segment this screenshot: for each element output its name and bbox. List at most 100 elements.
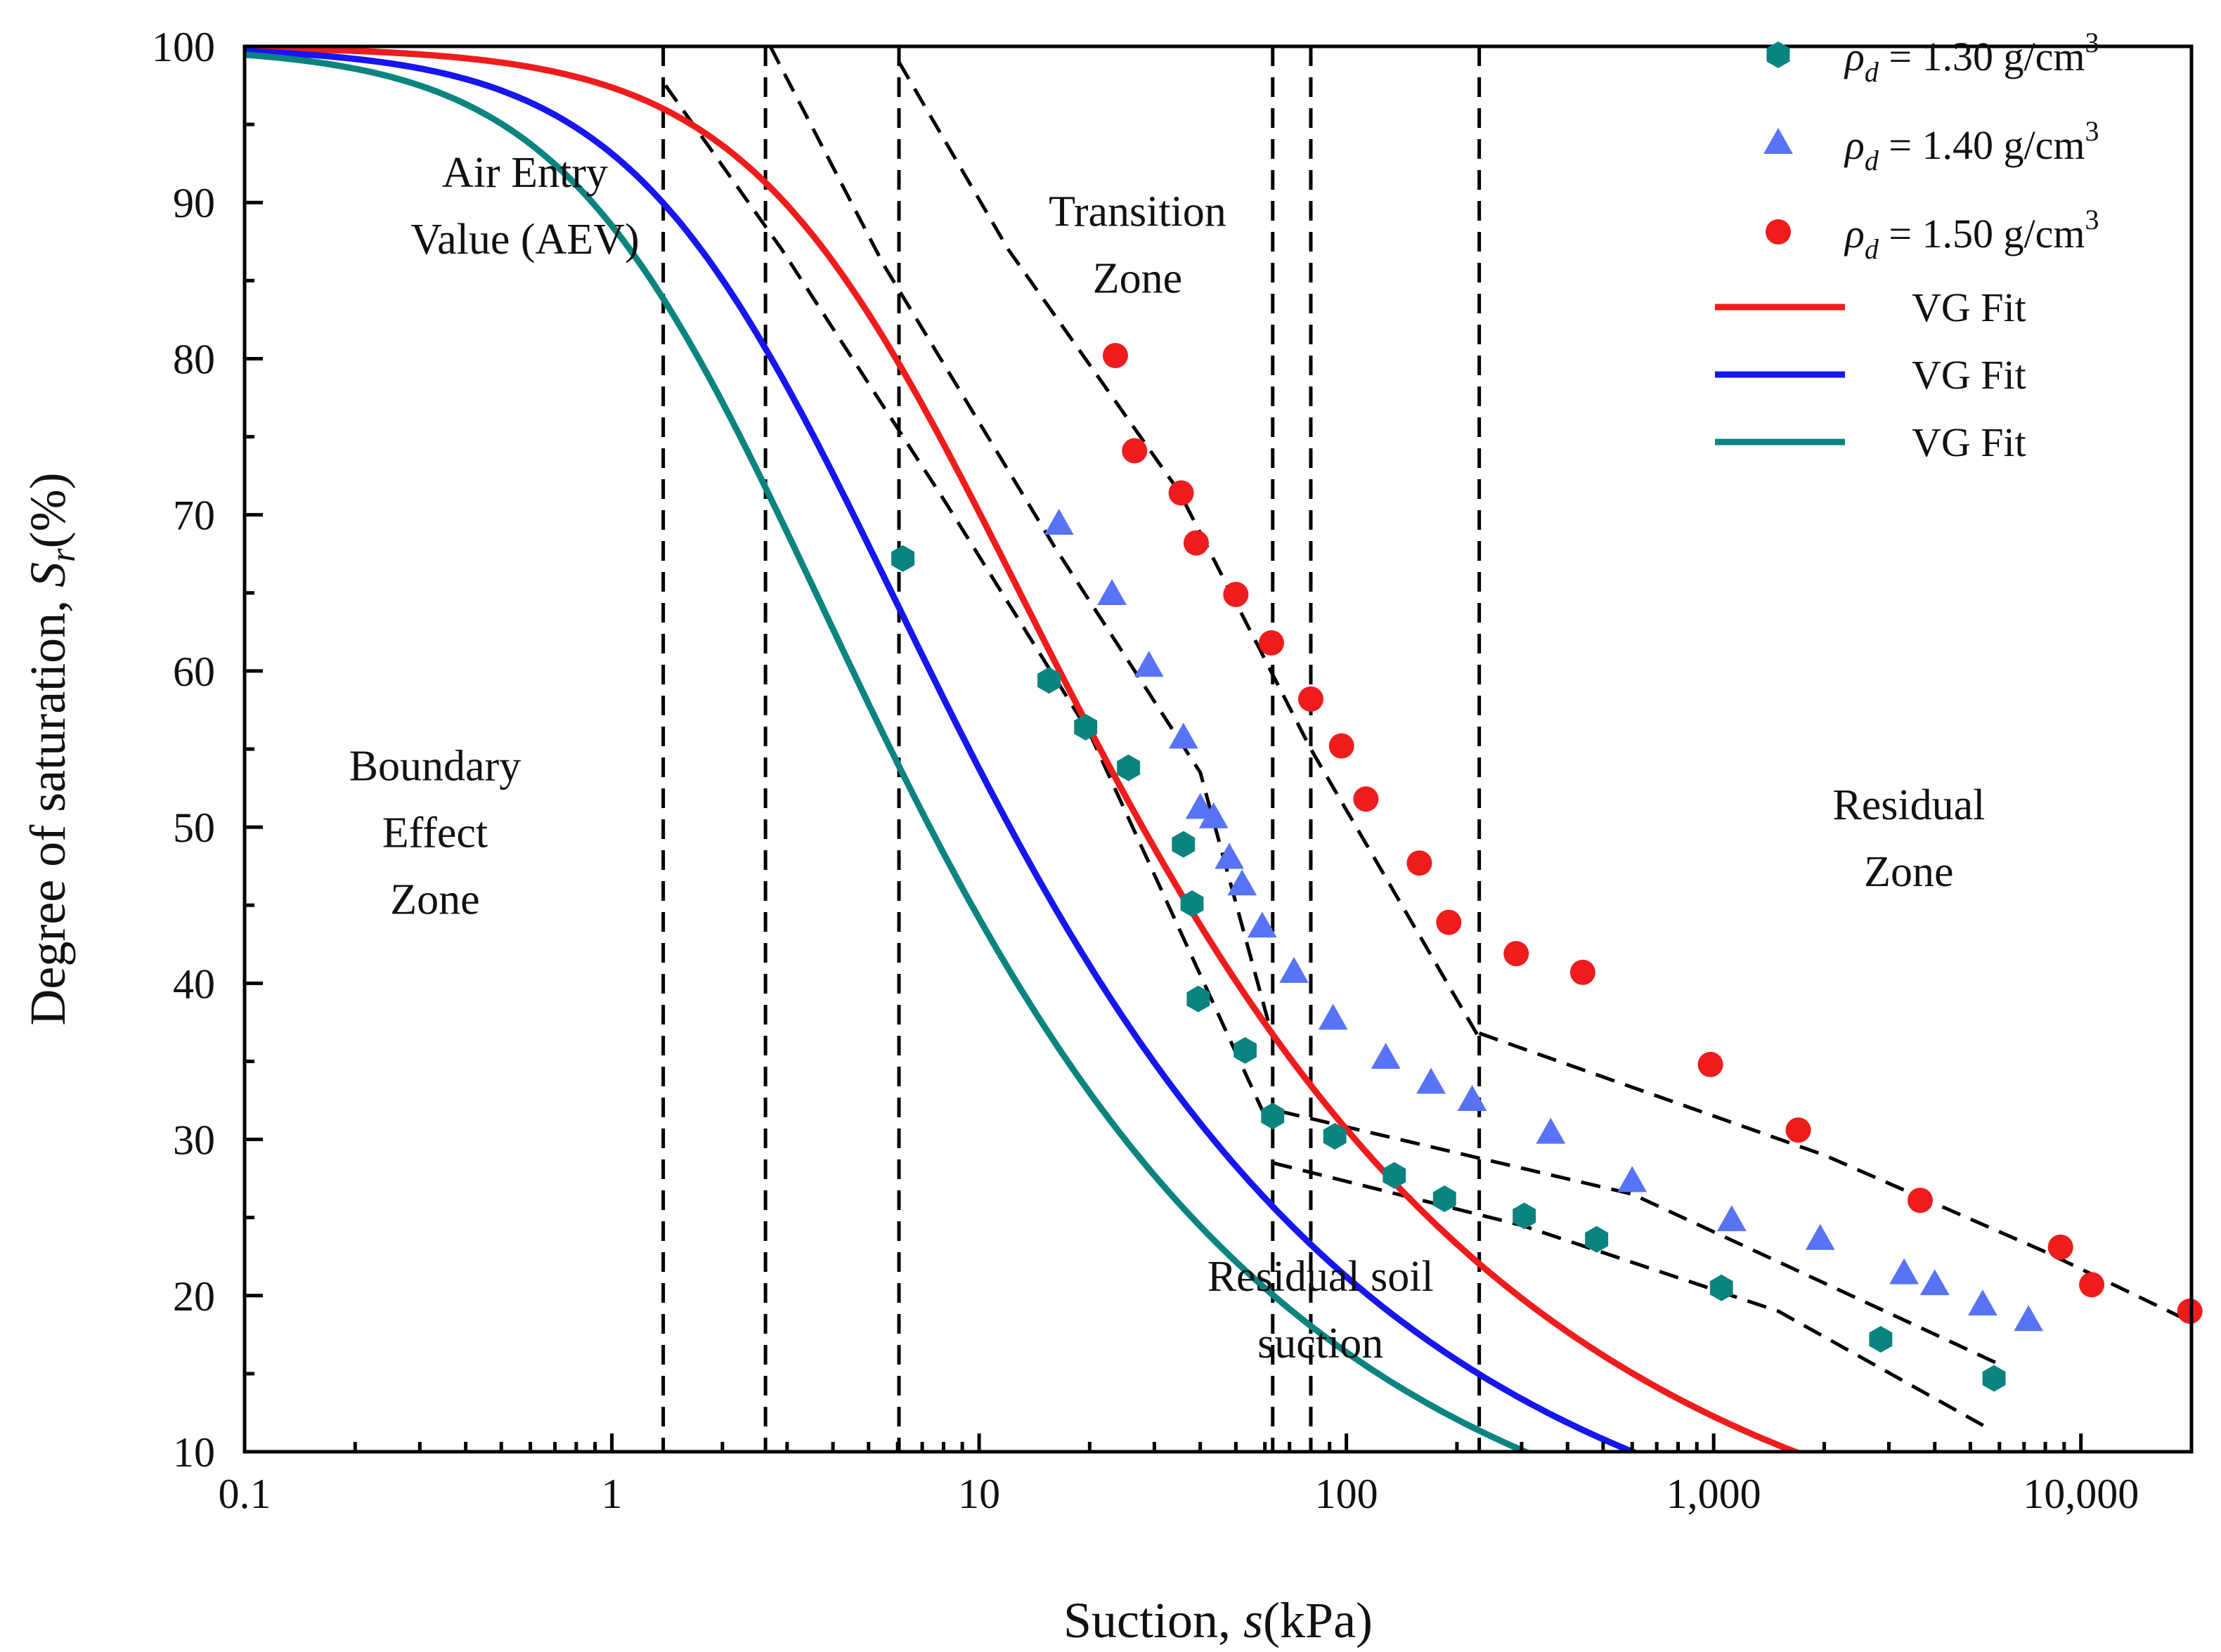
residual-suction-label-line-0: Residual soil: [1207, 1253, 1434, 1301]
point-series1-2: [1134, 651, 1164, 677]
point-series0-0: [891, 545, 915, 572]
y-tick-label: 10: [173, 1429, 215, 1476]
point-series0-9: [1323, 1123, 1347, 1150]
transition-zone-label-line-0: Transition: [1049, 188, 1226, 236]
point-series1-9: [1279, 956, 1309, 983]
y-tick-label: 100: [152, 24, 215, 70]
air-entry-label-line-0: Air Entry: [442, 149, 608, 197]
residual-zone-label-line-1: Zone: [1864, 848, 1953, 896]
point-series0-1: [1037, 667, 1061, 694]
y-tick-label: 20: [173, 1273, 215, 1320]
point-series1-12: [1416, 1067, 1446, 1094]
point-series0-5: [1180, 890, 1204, 917]
legend-fit-label-0: VG Fit: [1912, 285, 2026, 330]
point-series1-20: [1967, 1289, 1997, 1316]
boundary-effect-label-line-2: Zone: [390, 876, 479, 923]
point-series1-8: [1247, 911, 1277, 938]
point-series1-11: [1371, 1043, 1401, 1069]
boundary-effect-label-line-1: Effect: [382, 809, 488, 857]
point-series2-17: [2079, 1272, 2105, 1298]
point-series1-18: [1889, 1258, 1919, 1284]
point-series1-1: [1097, 579, 1127, 605]
point-series0-8: [1261, 1103, 1285, 1130]
y-tick-label: 60: [173, 649, 215, 695]
point-series1-19: [1919, 1269, 1950, 1296]
point-series0-13: [1585, 1225, 1609, 1253]
point-series1-14: [1536, 1117, 1566, 1144]
point-series1-15: [1617, 1166, 1647, 1192]
point-series2-2: [1168, 480, 1194, 506]
x-axis-title: Suction, s(kPa): [1063, 1592, 1373, 1648]
y-tick-label: 80: [173, 336, 215, 382]
point-series2-15: [1907, 1188, 1933, 1214]
residual-suction-label-line-1: suction: [1257, 1320, 1383, 1367]
point-series2-4: [1223, 582, 1249, 607]
boundary-effect-label-line-0: Boundary: [349, 742, 522, 790]
axes: 0.1 1 10 100 1,000 10,000 10 20 30 40 50 60 70 80 90 10…: [152, 24, 2194, 1517]
point-series0-15: [1869, 1326, 1893, 1353]
x-tick-label: 0.1: [219, 1471, 271, 1517]
x-tick-label: 10: [958, 1471, 1000, 1517]
guide-tangent-5: [1478, 1032, 2191, 1324]
point-series2-8: [1353, 786, 1379, 812]
point-series2-12: [1569, 959, 1595, 985]
point-series2-16: [2047, 1234, 2073, 1260]
legend: ρd = 1.30 g/cm3 ρd = 1.40 g/cm3 ρd = 1.50 …: [1715, 27, 2099, 465]
residual-zone-label-line-0: Residual: [1832, 781, 1985, 829]
point-series0-12: [1513, 1202, 1536, 1230]
point-series1-10: [1318, 1003, 1348, 1030]
y-tick-label: 90: [173, 180, 215, 226]
point-series1-13: [1457, 1085, 1487, 1111]
point-series0-6: [1186, 985, 1210, 1013]
legend-label-2: ρd = 1.50 g/cm3: [1844, 204, 2099, 265]
y-tick-label: 70: [173, 493, 215, 539]
point-series2-10: [1436, 909, 1462, 935]
point-series1-7: [1227, 869, 1257, 896]
y-axis-title: Degree of saturation, Sr(%): [20, 472, 82, 1025]
point-series1-21: [2014, 1305, 2044, 1332]
data-points: [891, 343, 2203, 1392]
point-series0-4: [1172, 831, 1196, 858]
guide-tangent-4: [1279, 1110, 2000, 1366]
legend-fit-label-2: VG Fit: [1912, 419, 2026, 465]
point-series2-6: [1297, 686, 1323, 712]
x-tick-label: 1,000: [1666, 1471, 1761, 1517]
legend-marker-2: [1766, 219, 1791, 245]
x-tick-label: 100: [1315, 1471, 1378, 1517]
residual-zone-label: Residual Zone: [1832, 781, 1985, 896]
point-series2-3: [1183, 530, 1209, 556]
fit-curve-1: [245, 48, 1641, 1452]
point-series1-5: [1198, 802, 1229, 828]
point-series2-9: [1406, 850, 1432, 876]
point-series1-6: [1215, 843, 1244, 869]
point-series0-11: [1432, 1185, 1456, 1212]
point-series1-0: [1044, 509, 1074, 535]
point-series0-10: [1383, 1162, 1406, 1189]
point-series2-11: [1503, 941, 1529, 967]
point-series1-4: [1185, 793, 1215, 819]
point-series2-5: [1258, 630, 1284, 656]
boundary-effect-label: Boundary Effect Zone: [349, 742, 522, 923]
air-entry-label-line-1: Value (AEV): [410, 216, 639, 264]
fit-curve-2: [245, 51, 1534, 1452]
legend-marker-1: [1763, 128, 1793, 154]
fit-curve-0: [245, 46, 1804, 1452]
legend-fit-label-1: VG Fit: [1912, 352, 2026, 398]
guide-tangent-0: [663, 84, 1267, 1117]
point-series1-17: [1805, 1223, 1835, 1250]
point-series0-14: [1709, 1274, 1733, 1301]
point-series2-7: [1328, 733, 1354, 759]
point-series0-7: [1233, 1036, 1257, 1064]
point-series2-14: [1785, 1117, 1811, 1143]
point-series2-1: [1122, 438, 1148, 464]
point-series1-16: [1716, 1205, 1747, 1232]
legend-label-0: ρd = 1.30 g/cm3: [1844, 27, 2099, 88]
y-tick-label: 40: [173, 961, 215, 1007]
guide-tangent-3: [1272, 1161, 1987, 1429]
point-series1-3: [1168, 722, 1198, 749]
point-series2-13: [1697, 1051, 1723, 1077]
x-tick-label: 10,000: [2023, 1471, 2139, 1517]
y-tick-label: 50: [173, 805, 215, 851]
point-series0-2: [1074, 713, 1098, 741]
